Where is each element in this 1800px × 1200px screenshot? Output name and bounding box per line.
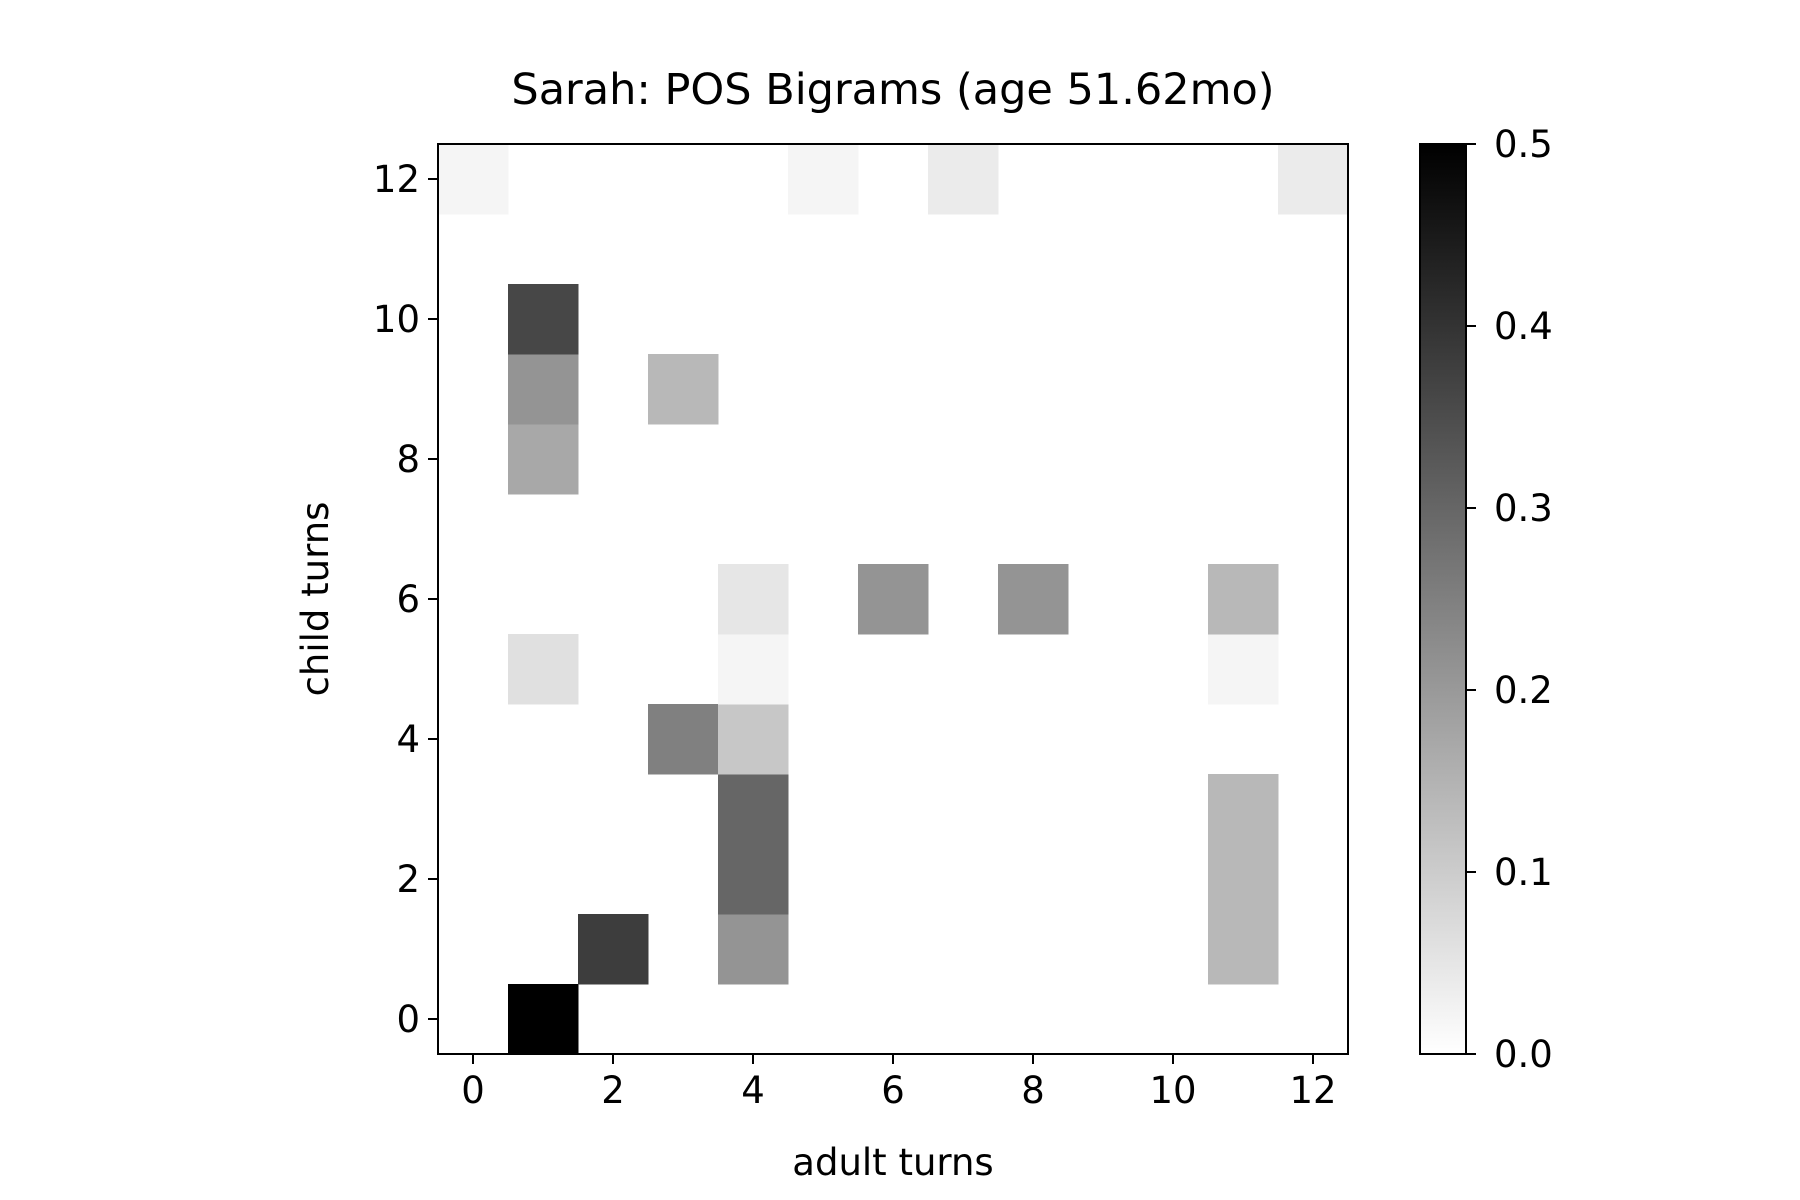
x-axis-label: adult turns xyxy=(792,1141,993,1184)
colorbar-gradient xyxy=(1420,144,1466,1054)
heatmap-cell xyxy=(508,284,579,355)
y-tick-label: 2 xyxy=(396,858,420,901)
y-tick-label: 12 xyxy=(373,158,420,201)
colorbar-tick-label: 0.4 xyxy=(1494,305,1553,348)
heatmap-cell xyxy=(1208,564,1279,635)
y-tick-label: 8 xyxy=(396,438,420,481)
y-axis: 0 2 4 6 8 10 12 xyxy=(373,158,438,1041)
chart-title: Sarah: POS Bigrams (age 51.62mo) xyxy=(511,65,1274,115)
heatmap-cell xyxy=(1208,774,1279,845)
y-tick-label: 4 xyxy=(396,718,420,761)
heatmap-cell xyxy=(998,564,1069,635)
heatmap-cell xyxy=(858,564,929,635)
colorbar-tick-label: 0.2 xyxy=(1494,669,1553,712)
heatmap-cell xyxy=(508,354,579,425)
heatmap-cell xyxy=(718,634,789,705)
heatmap-cell xyxy=(1208,914,1279,985)
colorbar: 0.0 0.1 0.2 0.3 0.4 0.5 xyxy=(1419,123,1553,1076)
y-tick-label: 10 xyxy=(373,298,420,341)
colorbar-tick-label: 0.1 xyxy=(1494,851,1553,894)
heatmap-cell xyxy=(648,354,719,425)
colorbar-frame xyxy=(1419,143,1467,1055)
y-axis-label: child turns xyxy=(294,502,337,697)
x-tick-label: 10 xyxy=(1149,1069,1196,1112)
heatmap-cell xyxy=(718,704,789,775)
x-tick-label: 12 xyxy=(1289,1069,1336,1112)
plot-area: 0 2 4 6 8 10 12 0 2 4 6 8 10 12 xyxy=(373,143,1349,1112)
heatmap-cell xyxy=(1208,844,1279,915)
heatmap-cell xyxy=(508,424,579,495)
heatmap-cell xyxy=(788,144,859,215)
x-tick-label: 2 xyxy=(601,1069,625,1112)
colorbar-tick-label: 0.3 xyxy=(1494,487,1553,530)
x-tick-label: 4 xyxy=(741,1069,765,1112)
heatmap-cell xyxy=(508,634,579,705)
heatmap-cell xyxy=(718,914,789,985)
heatmap-cell xyxy=(438,144,509,215)
heatmap-cell xyxy=(718,774,789,845)
colorbar-tick-label: 0.5 xyxy=(1494,123,1553,166)
heatmap-cells xyxy=(438,144,1349,1055)
heatmap-cell xyxy=(508,984,579,1055)
heatmap-cell xyxy=(718,844,789,915)
x-tick-label: 0 xyxy=(461,1069,485,1112)
heatmap-cell xyxy=(1208,634,1279,705)
x-axis: 0 2 4 6 8 10 12 xyxy=(461,1054,1337,1112)
heatmap-cell xyxy=(718,564,789,635)
colorbar-tick-label: 0.0 xyxy=(1494,1033,1553,1076)
colorbar-ticks: 0.0 0.1 0.2 0.3 0.4 0.5 xyxy=(1466,123,1553,1076)
x-tick-label: 8 xyxy=(1021,1069,1045,1112)
heatmap-cell xyxy=(578,914,649,985)
heatmap-cell xyxy=(1278,144,1349,215)
heatmap-cell xyxy=(648,704,719,775)
heatmap-cell xyxy=(928,144,999,215)
y-tick-label: 6 xyxy=(396,578,420,621)
x-tick-label: 6 xyxy=(881,1069,905,1112)
y-tick-label: 0 xyxy=(396,998,420,1041)
